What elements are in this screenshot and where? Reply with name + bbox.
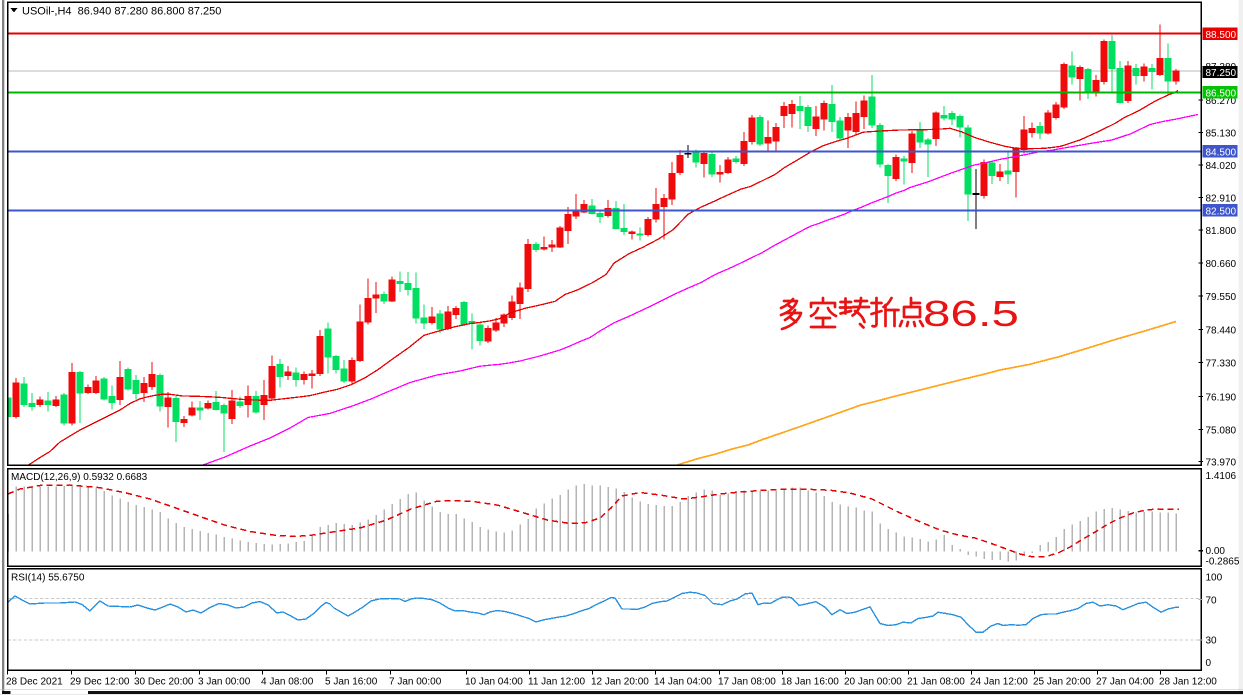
- svg-text:70: 70: [1206, 596, 1218, 607]
- svg-text:1.4106: 1.4106: [1206, 471, 1237, 482]
- svg-text:28 Jan 12:00: 28 Jan 12:00: [1159, 677, 1217, 688]
- svg-text:5 Jan 16:00: 5 Jan 16:00: [325, 677, 378, 688]
- svg-text:12 Jan 20:00: 12 Jan 20:00: [591, 677, 649, 688]
- svg-text:73.970: 73.970: [1206, 458, 1237, 469]
- svg-text:21 Jan 08:00: 21 Jan 08:00: [907, 677, 965, 688]
- svg-text:79.550: 79.550: [1206, 292, 1237, 303]
- svg-text:0: 0: [1206, 658, 1212, 669]
- svg-text:0.00: 0.00: [1206, 546, 1226, 557]
- svg-text:100: 100: [1206, 573, 1223, 584]
- svg-text:MACD(12,26,9) 0.5932 0.6683: MACD(12,26,9) 0.5932 0.6683: [11, 472, 148, 483]
- svg-text:20 Jan 00:00: 20 Jan 00:00: [844, 677, 902, 688]
- svg-text:86.500: 86.500: [1206, 89, 1237, 100]
- svg-text:82.910: 82.910: [1206, 194, 1237, 205]
- svg-text:80.660: 80.660: [1206, 259, 1237, 270]
- svg-text:76.190: 76.190: [1206, 393, 1237, 404]
- svg-text:29 Dec 12:00: 29 Dec 12:00: [70, 677, 130, 688]
- svg-text:85.130: 85.130: [1206, 129, 1237, 140]
- svg-text:87.250: 87.250: [1206, 68, 1237, 79]
- svg-text:10 Jan 04:00: 10 Jan 04:00: [465, 677, 523, 688]
- svg-text:81.800: 81.800: [1206, 226, 1237, 237]
- svg-text:86.5: 86.5: [923, 293, 1019, 334]
- svg-text:4 Jan 08:00: 4 Jan 08:00: [261, 677, 314, 688]
- svg-text:24 Jan 12:00: 24 Jan 12:00: [970, 677, 1028, 688]
- svg-text:84.500: 84.500: [1206, 148, 1237, 159]
- svg-text:-0.2865: -0.2865: [1206, 557, 1240, 568]
- svg-text:14 Jan 04:00: 14 Jan 04:00: [654, 677, 712, 688]
- svg-text:27 Jan 04:00: 27 Jan 04:00: [1096, 677, 1154, 688]
- svg-text:7 Jan 00:00: 7 Jan 00:00: [389, 677, 442, 688]
- svg-text:88.500: 88.500: [1206, 30, 1237, 41]
- svg-text:77.330: 77.330: [1206, 359, 1237, 370]
- svg-text:RSI(14) 55.6750: RSI(14) 55.6750: [11, 573, 85, 584]
- svg-text:75.080: 75.080: [1206, 426, 1237, 437]
- svg-text:3 Jan 00:00: 3 Jan 00:00: [198, 677, 251, 688]
- svg-text:25 Jan 20:00: 25 Jan 20:00: [1033, 677, 1091, 688]
- svg-text:82.500: 82.500: [1206, 207, 1237, 218]
- svg-text:17 Jan 08:00: 17 Jan 08:00: [718, 677, 776, 688]
- svg-text:78.440: 78.440: [1206, 326, 1237, 337]
- svg-text:30: 30: [1206, 636, 1218, 647]
- svg-text:86.270: 86.270: [1206, 96, 1237, 107]
- svg-text:30 Dec 20:00: 30 Dec 20:00: [134, 677, 194, 688]
- svg-text:USOil-,H4 86.940 87.280 86.80: USOil-,H4 86.940 87.280 86.800 87.250: [22, 6, 221, 18]
- svg-text:11 Jan 12:00: 11 Jan 12:00: [528, 677, 586, 688]
- svg-text:18 Jan 16:00: 18 Jan 16:00: [781, 677, 839, 688]
- svg-text:28 Dec 2021: 28 Dec 2021: [6, 677, 63, 688]
- svg-text:84.020: 84.020: [1206, 161, 1237, 172]
